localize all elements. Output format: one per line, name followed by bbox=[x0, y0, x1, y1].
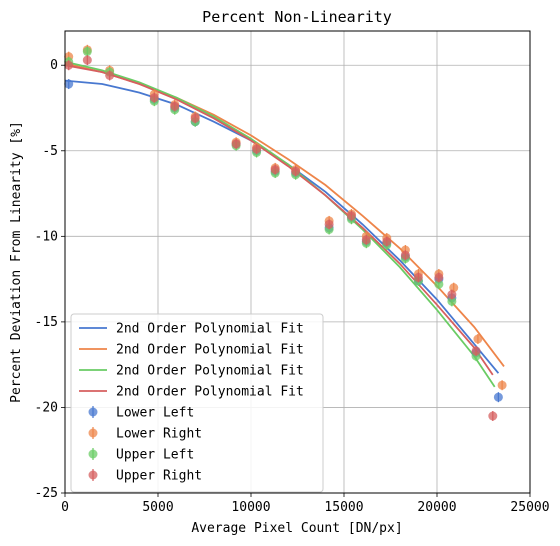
data-point bbox=[252, 144, 262, 154]
data-point bbox=[149, 93, 159, 103]
y-tick-label: -10 bbox=[35, 229, 58, 244]
legend-point-marker bbox=[88, 449, 98, 459]
plot-frame bbox=[64, 30, 531, 494]
data-point bbox=[105, 70, 115, 80]
legend-label: Upper Right bbox=[116, 469, 202, 484]
data-point bbox=[64, 60, 74, 70]
data-point bbox=[488, 411, 498, 421]
data-point bbox=[231, 139, 241, 149]
legend-box bbox=[70, 313, 324, 493]
y-axis-title: Percent Deviation From Linearity [%] bbox=[9, 121, 24, 403]
x-tick-label: 0 bbox=[61, 500, 69, 515]
data-point bbox=[291, 166, 301, 176]
legend-point-marker bbox=[88, 470, 98, 480]
x-axis-title: Average Pixel Count [DN/px] bbox=[191, 521, 402, 536]
y-tick-label: -25 bbox=[35, 486, 58, 501]
data-points bbox=[64, 44, 507, 421]
data-point bbox=[434, 279, 444, 289]
legend: 2nd Order Polynomial Fit 2nd Order Polyno… bbox=[70, 313, 324, 493]
axis-ticks: 0 5000 10000 15000 20000 25000 0 -5 -10 -15 -20 -25 bbox=[35, 58, 550, 515]
data-point bbox=[361, 235, 371, 245]
data-point bbox=[270, 165, 280, 175]
legend-label: 2nd Order Polynomial Fit bbox=[116, 364, 304, 379]
chart-title: Percent Non-Linearity bbox=[202, 8, 392, 26]
y-tick-label: 0 bbox=[50, 58, 58, 73]
data-point bbox=[413, 272, 423, 282]
legend-label: Lower Right bbox=[116, 427, 202, 442]
legend-label: 2nd Order Polynomial Fit bbox=[116, 343, 304, 358]
legend-point-marker bbox=[88, 407, 98, 417]
data-point bbox=[497, 380, 507, 390]
data-point bbox=[190, 113, 200, 123]
x-tick-label: 5000 bbox=[142, 500, 173, 515]
legend-label: 2nd Order Polynomial Fit bbox=[116, 385, 304, 400]
data-point bbox=[400, 250, 410, 260]
data-point bbox=[82, 47, 92, 57]
fit-line bbox=[64, 60, 496, 388]
y-tick-label: -5 bbox=[42, 144, 58, 159]
x-tick-label: 15000 bbox=[324, 500, 363, 515]
legend-label: Lower Left bbox=[116, 406, 194, 421]
data-point bbox=[473, 334, 483, 344]
y-tick-label: -20 bbox=[35, 400, 58, 415]
x-tick-label: 25000 bbox=[510, 500, 549, 515]
x-tick-label: 10000 bbox=[231, 500, 270, 515]
x-tick-label: 20000 bbox=[417, 500, 456, 515]
data-point bbox=[434, 272, 444, 282]
data-point bbox=[64, 79, 74, 89]
data-point bbox=[346, 211, 356, 221]
data-point bbox=[447, 290, 457, 300]
y-tick-label: -15 bbox=[35, 315, 58, 330]
fit-line bbox=[64, 64, 494, 376]
data-point bbox=[471, 346, 481, 356]
data-point bbox=[447, 296, 457, 306]
data-point bbox=[324, 219, 334, 229]
data-point bbox=[170, 101, 180, 111]
data-point bbox=[382, 236, 392, 246]
legend-label: Upper Left bbox=[116, 448, 194, 463]
legend-label: 2nd Order Polynomial Fit bbox=[116, 322, 304, 337]
legend-point-marker bbox=[88, 428, 98, 438]
data-point bbox=[82, 55, 92, 65]
data-point bbox=[493, 392, 503, 402]
